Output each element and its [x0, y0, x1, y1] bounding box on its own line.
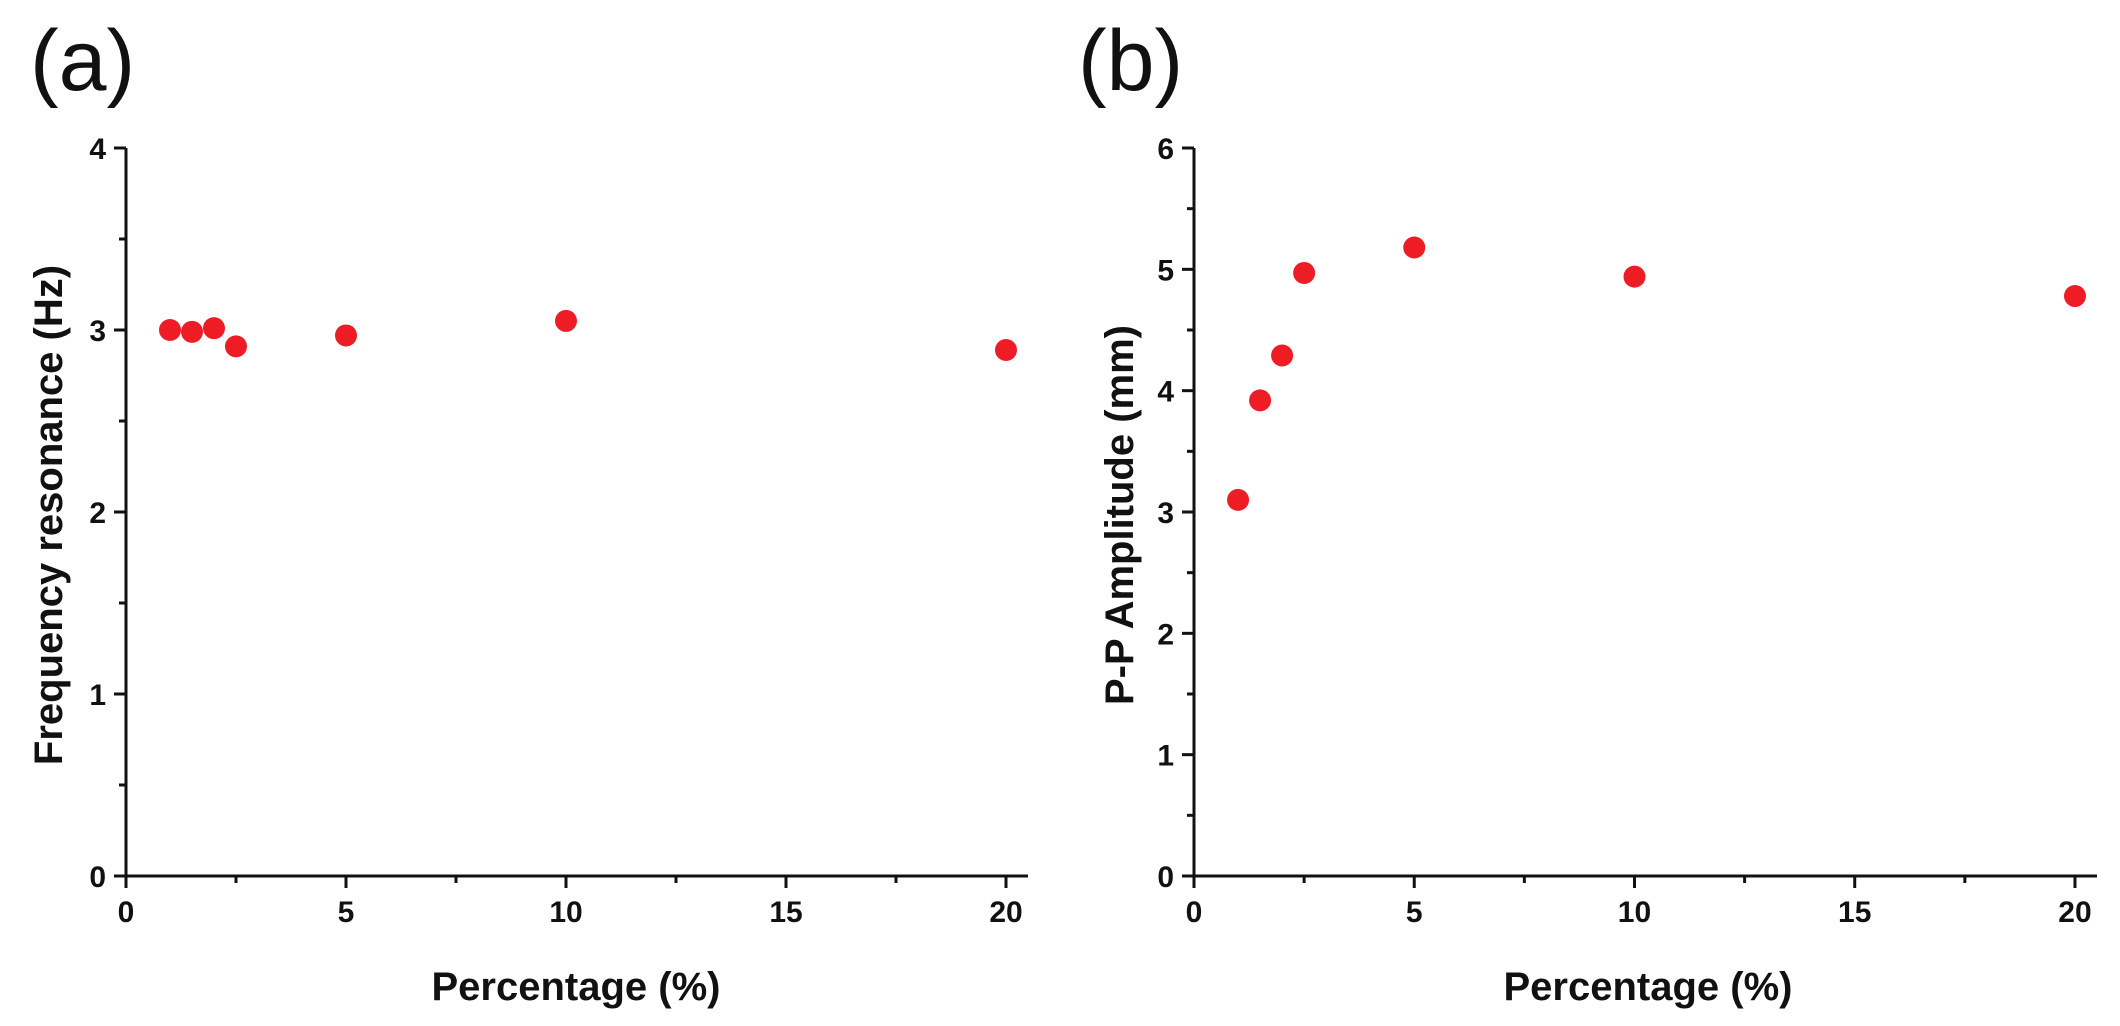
panel-a-x-axis-title: Percentage (%) — [432, 965, 721, 1009]
panel-b-plot-area: 0 1 2 3 4 5 6 0 5 10 15 20 — [1157, 133, 2097, 929]
panel-b-data-point — [1249, 389, 1272, 412]
panel-b-data-point — [1293, 261, 1316, 284]
panel-b-data-point — [2063, 285, 2086, 308]
panel-a-y-tick-label: 1 — [89, 679, 106, 712]
panel-a-x-tick-label: 0 — [118, 896, 135, 929]
panel-a-y-tick-label: 3 — [89, 315, 106, 348]
panel-b-x-axis-title: Percentage (%) — [1504, 965, 1793, 1009]
panel-a-x-tick-label: 15 — [769, 896, 802, 929]
panel-b: (b) 0 1 2 3 4 5 6 0 5 10 15 20 Percentage (%) P-P A… — [1078, 13, 2097, 1009]
panel-a-data-point — [225, 335, 247, 358]
panel-b-y-tick-label: 2 — [1157, 618, 1174, 651]
panel-a-x-tick-label: 5 — [338, 896, 355, 929]
panel-b-label: (b) — [1078, 13, 1183, 109]
panel-a-x-tick-label: 20 — [989, 896, 1022, 929]
panel-a-y-tick-label: 4 — [89, 133, 106, 166]
panel-b-y-axis-title: P-P Amplitude (mm) — [1098, 325, 1142, 705]
panel-a-y-axis-title: Frequency resonance (Hz) — [27, 265, 71, 765]
panel-b-x-tick-label: 15 — [1838, 896, 1871, 929]
panel-a-y-tick-label: 0 — [89, 861, 106, 894]
panel-b-y-tick-label: 1 — [1157, 740, 1174, 773]
panel-a-data-point — [335, 324, 357, 347]
panel-b-x-tick-label: 20 — [2058, 896, 2091, 929]
panel-b-data-point — [1271, 344, 1294, 367]
panel-a-data-point — [995, 339, 1017, 362]
panel-b-y-tick-label: 5 — [1157, 254, 1174, 287]
panel-a-data-point — [203, 317, 225, 340]
panel-b-data-point — [1623, 265, 1646, 288]
panel-a: (a) 0 1 2 3 4 0 5 10 15 20 Percentage (%) Frequen… — [27, 13, 1028, 1009]
panel-a-plot-area: 0 1 2 3 4 0 5 10 15 20 — [89, 133, 1028, 929]
panel-a-label: (a) — [30, 13, 135, 109]
panel-a-x-tick-label: 10 — [549, 896, 582, 929]
panel-a-data-point — [555, 309, 577, 332]
panel-b-x-tick-label: 5 — [1406, 896, 1423, 929]
panel-b-y-tick-label: 6 — [1157, 133, 1174, 166]
panel-a-data-point — [181, 320, 203, 343]
panel-a-data-point — [159, 319, 181, 341]
panel-b-data-point — [1403, 236, 1426, 259]
panel-b-data-point — [1227, 488, 1250, 511]
panel-b-y-tick-label: 3 — [1157, 497, 1174, 530]
panel-b-y-tick-label: 0 — [1157, 861, 1174, 894]
panel-b-y-tick-label: 4 — [1157, 376, 1174, 409]
panel-b-x-tick-label: 0 — [1186, 896, 1203, 929]
panel-a-y-tick-label: 2 — [89, 497, 106, 530]
panel-b-x-tick-label: 10 — [1618, 896, 1651, 929]
